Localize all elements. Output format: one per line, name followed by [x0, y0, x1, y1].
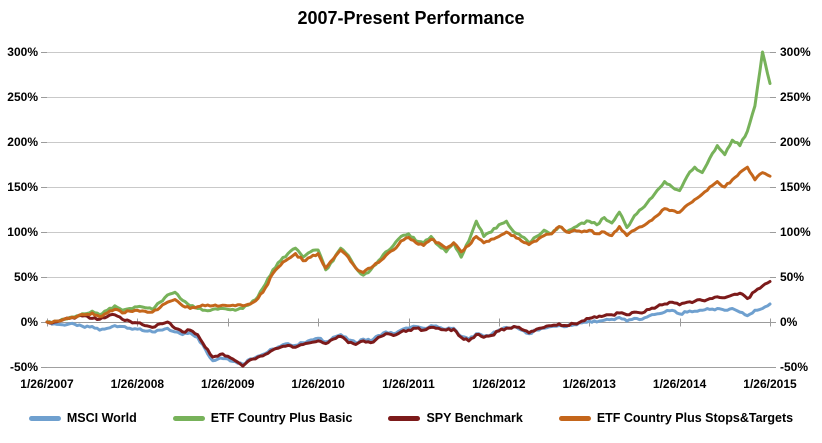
legend-label: SPY Benchmark: [426, 411, 523, 425]
y-axis-tick-label-right: 50%: [780, 270, 805, 284]
legend-line-swatch-icon: [388, 415, 421, 421]
x-axis-tick-label: 1/26/2008: [110, 377, 165, 391]
y-axis-tick-label-left: -50%: [9, 360, 38, 374]
x-axis-tick-label: 1/26/2014: [652, 377, 707, 391]
x-axis-tick-label: 1/26/2007: [20, 377, 74, 391]
y-axis-tick-label-right: 0%: [780, 315, 798, 329]
y-axis-tick-label-left: 300%: [7, 45, 38, 59]
series-line-etf-country-plus-stops-targets: [45, 165, 772, 324]
y-axis-tick-label-left: 100%: [7, 225, 38, 239]
y-axis-tick-label-left: 250%: [7, 90, 38, 104]
x-axis-tick-label: 1/26/2012: [472, 377, 526, 391]
legend-label: ETF Country Plus Stops&Targets: [596, 411, 794, 425]
legend-label: ETF Country Plus Basic: [210, 411, 353, 425]
x-axis-tick-label: 1/26/2009: [201, 377, 255, 391]
legend-item-msci-world: MSCI World: [28, 411, 137, 425]
x-axis-tick-label: 1/26/2013: [562, 377, 616, 391]
legend: MSCI World ETF Country Plus Basic SPY Benc…: [0, 411, 822, 425]
y-axis-tick-label-left: 150%: [7, 180, 38, 194]
series-line-msci-world: [45, 302, 772, 366]
y-axis-tick-label-right: 300%: [780, 45, 811, 59]
legend-item-spy-benchmark: SPY Benchmark: [388, 411, 523, 425]
x-axis-tick-label: 1/26/2011: [382, 377, 435, 391]
legend-label: MSCI World: [66, 411, 137, 425]
x-axis-tick-label: 1/26/2015: [743, 377, 797, 391]
series-line-etf-country-plus-basic: [45, 50, 772, 325]
y-axis-tick-label-right: 250%: [780, 90, 811, 104]
legend-line-swatch-icon: [28, 415, 61, 421]
y-axis-tick-label-left: 50%: [13, 270, 38, 284]
y-axis-tick-label-left: 0%: [20, 315, 38, 329]
chart-title: 2007-Present Performance: [297, 8, 525, 28]
x-axis-tick-label: 1/26/2010: [291, 377, 345, 391]
legend-item-etf-country-plus-basic: ETF Country Plus Basic: [172, 411, 353, 425]
y-axis-tick-label-left: 200%: [7, 135, 38, 149]
y-axis-tick-label-right: 150%: [780, 180, 811, 194]
legend-line-swatch-icon: [172, 415, 205, 421]
legend-item-etf-country-plus-stops-targets: ETF Country Plus Stops&Targets: [558, 411, 794, 425]
y-axis-tick-label-right: 200%: [780, 135, 811, 149]
y-axis-tick-label-right: -50%: [780, 360, 809, 374]
y-axis-tick-label-right: 100%: [780, 225, 811, 239]
series-line-spy-benchmark: [45, 280, 772, 368]
legend-line-swatch-icon: [558, 415, 591, 421]
